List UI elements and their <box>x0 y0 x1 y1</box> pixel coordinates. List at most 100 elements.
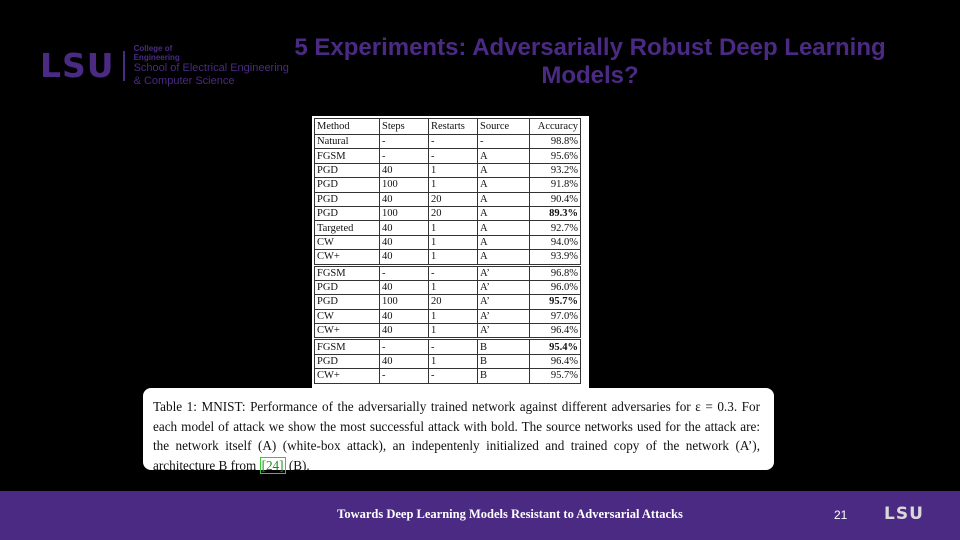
table-cell-steps: 40 <box>379 234 429 251</box>
table-cell-method: CW+ <box>314 323 380 340</box>
table-cell-accuracy: 95.6% <box>529 148 581 164</box>
table-cell-source: A <box>477 220 530 236</box>
table-cell-accuracy: 95.7% <box>529 368 581 384</box>
table-cell-accuracy: 96.0% <box>529 279 581 296</box>
table-cell-method: Natural <box>314 133 380 150</box>
table-cell-restarts: 1 <box>428 177 478 193</box>
table-cell-method: PGD <box>314 294 380 310</box>
table-cell-steps: 40 <box>379 279 429 296</box>
page-number: 21 <box>834 508 848 522</box>
table-row: CW 40 1 A 94.0% <box>314 234 581 251</box>
college-line1: College of <box>133 44 173 53</box>
table-cell-restarts: 20 <box>428 191 478 207</box>
table-cell-restarts: 1 <box>428 279 478 296</box>
table-cell-source: A <box>477 205 530 222</box>
table-row: PGD 100 20 A 89.3% <box>314 205 581 222</box>
table-row: PGD 40 1 B 96.4% <box>314 353 581 370</box>
table-row: CW+ 40 1 A’ 96.4% <box>314 323 581 340</box>
table-cell-accuracy: 90.4% <box>529 191 581 207</box>
table-cell-source: A’ <box>477 308 530 325</box>
table-cell-source: B <box>477 337 530 355</box>
lsu-logo: LSU College of Engineering School of Ele… <box>40 44 289 88</box>
college-line2: Engineering <box>133 53 180 63</box>
table-cell-method: PGD <box>314 353 380 370</box>
footer-bar: Towards Deep Learning Models Resistant t… <box>0 491 960 540</box>
table-row: FGSM - - B 95.4% <box>314 337 581 355</box>
table-cell-restarts: 20 <box>428 205 478 222</box>
table-cell-steps: 40 <box>379 162 429 179</box>
table-cell-accuracy: 91.8% <box>529 177 581 193</box>
school-line1: School of Electrical Engineering <box>133 62 289 75</box>
table-cell-restarts: 1 <box>428 353 478 370</box>
footer-lsu-logo: LSU <box>884 504 924 524</box>
table-cell-method: CW <box>314 234 380 251</box>
table-cell-steps: - <box>379 133 429 150</box>
table-cell-method: PGD <box>314 191 380 207</box>
table-row: CW+ - - B 95.7% <box>314 368 581 384</box>
results-table: Method Steps Restarts Source Accuracy Natura… <box>314 118 581 384</box>
caption-text: Table 1: MNIST: Performance of the adver… <box>153 399 760 473</box>
table-cell-restarts: - <box>428 337 478 355</box>
table-cell-source: A <box>477 148 530 164</box>
table-cell-accuracy: 92.7% <box>529 220 581 236</box>
table-cell-steps: - <box>379 337 429 355</box>
table-cell-source: B <box>477 368 530 384</box>
table-cell-source: A’ <box>477 263 530 281</box>
table-cell-steps: - <box>379 368 429 384</box>
table-cell-method: CW+ <box>314 368 380 384</box>
table-cell-accuracy: 98.8% <box>529 133 581 150</box>
table-cell-steps: 40 <box>379 353 429 370</box>
table-cell-source: A <box>477 249 530 266</box>
table-row: Targeted 40 1 A 92.7% <box>314 220 581 236</box>
table-cell-restarts: 1 <box>428 323 478 340</box>
citation-link[interactable]: [24] <box>259 456 286 474</box>
table-cell-restarts: - <box>428 133 478 150</box>
caption-text-end: (B). <box>285 457 310 473</box>
table-cell-source: A’ <box>477 294 530 310</box>
table-cell-method: PGD <box>314 177 380 193</box>
table-cell-accuracy: 93.9% <box>529 249 581 266</box>
table-cell-method: PGD <box>314 205 380 222</box>
table-cell-steps: 100 <box>379 205 429 222</box>
column-header: Source <box>477 118 530 135</box>
table-cell-accuracy: 96.4% <box>529 353 581 370</box>
table-row: PGD 100 20 A’ 95.7% <box>314 294 581 310</box>
table-cell-steps: - <box>379 263 429 281</box>
table-cell-method: FGSM <box>314 148 380 164</box>
table-row: CW 40 1 A’ 97.0% <box>314 308 581 325</box>
table-cell-method: FGSM <box>314 263 380 281</box>
table-row: PGD 40 1 A’ 96.0% <box>314 279 581 296</box>
table-row: FGSM - - A 95.6% <box>314 148 581 164</box>
table-cell-accuracy: 97.0% <box>529 308 581 325</box>
table-cell-method: FGSM <box>314 337 380 355</box>
logo-divider <box>122 50 125 81</box>
footer-title: Towards Deep Learning Models Resistant t… <box>337 507 683 521</box>
table-row: PGD 40 1 A 93.2% <box>314 162 581 179</box>
table-cell-steps: 40 <box>379 308 429 325</box>
table-cell-restarts: - <box>428 263 478 281</box>
table-cell-restarts: - <box>428 368 478 384</box>
table-caption: Table 1: MNIST: Performance of the adver… <box>143 388 774 474</box>
table-cell-source: A <box>477 162 530 179</box>
column-header: Steps <box>379 118 429 135</box>
table-cell-accuracy: 96.8% <box>529 263 581 281</box>
table-cell-source: B <box>477 353 530 370</box>
slide-title: 5 Experiments: Adversarially Robust Deep… <box>294 34 886 89</box>
table-cell-method: CW <box>314 308 380 325</box>
table-cell-source: A’ <box>477 323 530 340</box>
table-cell-steps: - <box>379 148 429 164</box>
table-header-row: Method Steps Restarts Source Accuracy <box>314 118 581 135</box>
table-cell-method: PGD <box>314 162 380 179</box>
logo-text: College of Engineering School of Electri… <box>134 44 289 88</box>
table-cell-restarts: 1 <box>428 162 478 179</box>
table-cell-steps: 40 <box>379 249 429 266</box>
table-cell-accuracy: 95.7% <box>529 294 581 310</box>
table-cell-accuracy: 89.3% <box>529 205 581 222</box>
table-cell-source: - <box>477 133 530 150</box>
table-cell-steps: 100 <box>379 294 429 310</box>
table-cell-accuracy: 95.4% <box>529 337 581 355</box>
table-cell-source: A’ <box>477 279 530 296</box>
table-cell-source: A <box>477 191 530 207</box>
table-row: FGSM - - A’ 96.8% <box>314 263 581 281</box>
table-cell-accuracy: 94.0% <box>529 234 581 251</box>
